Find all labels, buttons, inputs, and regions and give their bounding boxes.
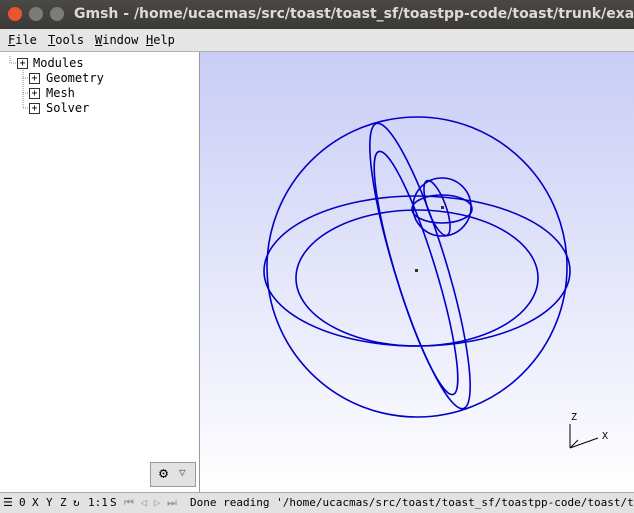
playback-controls[interactable]: ⏮ ◁ ▷ ⏭ bbox=[124, 496, 177, 509]
close-button[interactable] bbox=[8, 7, 22, 21]
expand-toggle[interactable]: + bbox=[29, 73, 40, 84]
menu-item[interactable]: Tools bbox=[48, 33, 85, 47]
expand-toggle[interactable]: + bbox=[17, 58, 28, 69]
sphere-outline bbox=[266, 116, 568, 418]
tree-node[interactable]: Solver bbox=[46, 101, 90, 115]
status-button[interactable]: Y bbox=[46, 496, 53, 509]
point bbox=[415, 269, 418, 272]
axes-triad bbox=[569, 424, 599, 449]
window-title: Gmsh - /home/ucacmas/src/toast/toast_sf/… bbox=[74, 6, 634, 22]
point bbox=[441, 206, 444, 209]
status-button[interactable]: Z bbox=[60, 496, 67, 509]
status-button[interactable]: S bbox=[110, 496, 117, 509]
title-bar: Gmsh - /home/ucacmas/src/toast/toast_sf/… bbox=[0, 0, 634, 29]
graphics-viewer: Z X bbox=[200, 52, 634, 492]
circle-curve bbox=[295, 209, 539, 347]
menu-icon[interactable]: ☰ bbox=[3, 496, 13, 509]
circle-curve bbox=[423, 179, 451, 237]
status-message: Done reading '/home/ucacmas/src/toast/to… bbox=[190, 496, 634, 509]
menu-bar: File Tools Window Help bbox=[0, 29, 634, 52]
menu-item[interactable]: Help bbox=[146, 33, 175, 47]
rotate-icon[interactable]: ↻ bbox=[73, 496, 80, 509]
status-button[interactable]: 0 bbox=[19, 496, 26, 509]
expand-toggle[interactable]: + bbox=[29, 88, 40, 99]
geometry-view: Z X bbox=[263, 116, 608, 449]
status-bar: ☰ 0 X Y Z ↻ 1:1 S ⏮ ◁ ▷ ⏭ Done reading '… bbox=[0, 492, 634, 513]
tree-node[interactable]: Mesh bbox=[46, 86, 75, 100]
circle-curve bbox=[373, 150, 459, 396]
status-button[interactable]: X bbox=[32, 496, 39, 509]
circle-curve bbox=[369, 122, 471, 410]
status-button[interactable]: 1:1 bbox=[88, 496, 108, 509]
tree-node[interactable]: Modules bbox=[33, 56, 84, 70]
options-button[interactable]: ⚙ ▽ bbox=[150, 462, 196, 487]
tree-lines bbox=[9, 56, 29, 109]
tree-node[interactable]: Geometry bbox=[46, 71, 104, 85]
axis-label: Z bbox=[571, 412, 577, 423]
axis-label: X bbox=[602, 431, 608, 442]
maximize-button[interactable] bbox=[50, 7, 64, 21]
minimize-button[interactable] bbox=[29, 7, 43, 21]
menu-item[interactable]: Window bbox=[95, 33, 139, 47]
module-tree: + Modules + Geometry + Mesh + Solver ⚙ ▽ bbox=[0, 52, 200, 492]
expand-toggle[interactable]: + bbox=[29, 103, 40, 114]
menu-item[interactable]: File bbox=[8, 33, 37, 47]
